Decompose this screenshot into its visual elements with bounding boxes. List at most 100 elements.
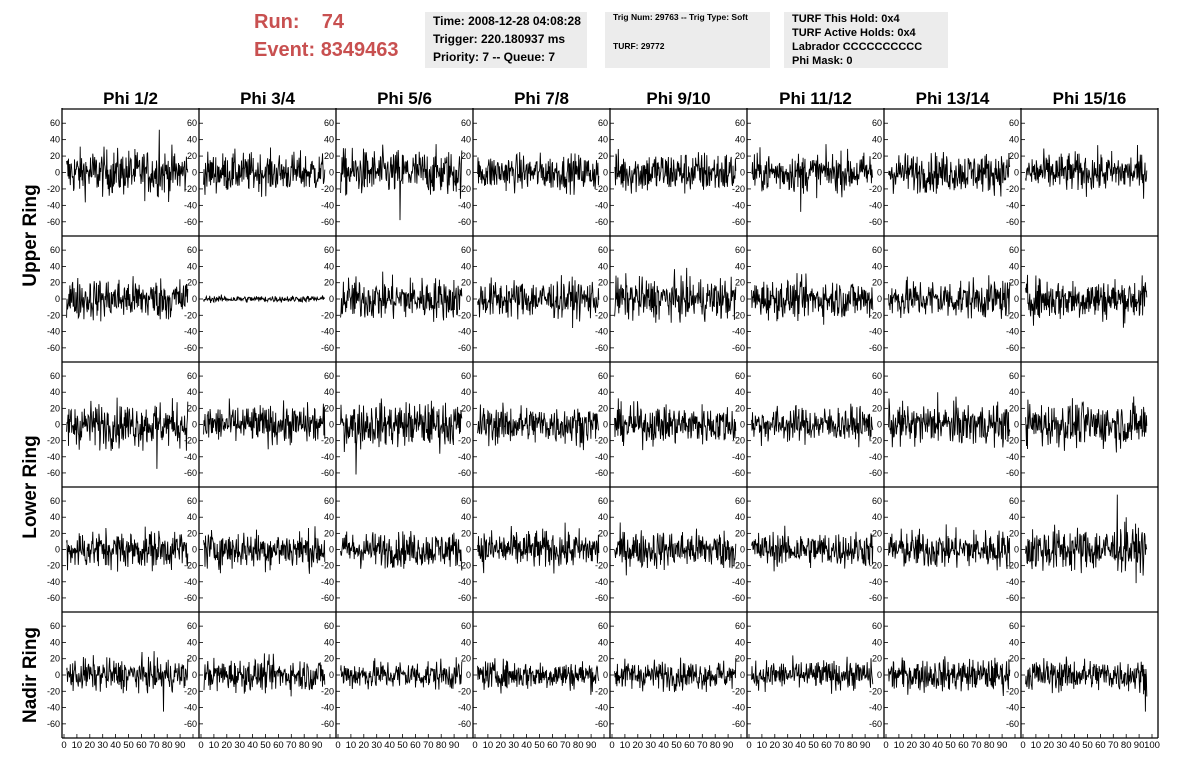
ytick-label: -40 bbox=[184, 452, 197, 462]
column-header-6: Phi 11/12 bbox=[779, 89, 852, 108]
ytick-label: 40 bbox=[1009, 135, 1019, 145]
ytick-label: 40 bbox=[872, 261, 882, 271]
xtick-label: 60 bbox=[410, 740, 421, 751]
ytick-label: 0 bbox=[466, 294, 471, 304]
ytick-label: -20 bbox=[595, 184, 608, 194]
ytick-label: 20 bbox=[598, 528, 608, 538]
ytick-label: -60 bbox=[869, 343, 882, 353]
xtick-label: 50 bbox=[123, 740, 134, 751]
xtick-label: 70 bbox=[286, 740, 297, 751]
trace-r5-c8 bbox=[1025, 656, 1148, 712]
xtick-label: 10 bbox=[72, 740, 83, 751]
ytick-label: 60 bbox=[324, 245, 334, 255]
ytick-label: 60 bbox=[187, 496, 197, 506]
ytick-label: -60 bbox=[732, 719, 745, 729]
ytick-label: 0 bbox=[466, 670, 471, 680]
trace-r5-c4 bbox=[477, 658, 600, 695]
ytick-label: 60 bbox=[50, 371, 60, 381]
ytick-label: 60 bbox=[50, 621, 60, 631]
xtick-label: 20 bbox=[222, 740, 233, 751]
ytick-label: 20 bbox=[324, 403, 334, 413]
ytick-label: 0 bbox=[329, 670, 334, 680]
ytick-label: -40 bbox=[1006, 703, 1019, 713]
ytick-label: 0 bbox=[603, 420, 608, 430]
ytick-label: 20 bbox=[598, 278, 608, 288]
trace-r4-c7 bbox=[888, 524, 1011, 571]
xtick-label: 10 bbox=[483, 740, 494, 751]
ytick-label: -40 bbox=[184, 327, 197, 337]
ytick-label: -40 bbox=[47, 327, 60, 337]
ytick-label: 0 bbox=[740, 168, 745, 178]
xtick-label: 90 bbox=[449, 740, 460, 751]
ytick-label: 20 bbox=[735, 528, 745, 538]
xtick-label: 70 bbox=[1108, 740, 1119, 751]
xtick-label: 70 bbox=[423, 740, 434, 751]
xtick-label: 0 bbox=[1020, 740, 1025, 751]
trace-r5-c5 bbox=[614, 657, 737, 693]
xtick-label: 0 bbox=[609, 740, 614, 751]
ytick-label: 60 bbox=[461, 621, 471, 631]
trace-r3-c4 bbox=[477, 402, 600, 451]
ytick-label: -60 bbox=[321, 468, 334, 478]
ytick-label: 0 bbox=[1014, 670, 1019, 680]
ytick-label: -20 bbox=[732, 561, 745, 571]
xtick-label: 90 bbox=[175, 740, 186, 751]
ytick-label: 60 bbox=[1009, 118, 1019, 128]
trace-r4-c2 bbox=[203, 526, 326, 574]
ytick-label: 60 bbox=[50, 245, 60, 255]
ytick-label: -40 bbox=[321, 452, 334, 462]
run-label: Run: bbox=[254, 11, 300, 33]
ytick-label: 20 bbox=[50, 151, 60, 161]
ytick-label: -20 bbox=[184, 310, 197, 320]
ytick-label: -20 bbox=[184, 686, 197, 696]
ytick-label: 40 bbox=[598, 261, 608, 271]
ytick-label: 20 bbox=[872, 654, 882, 664]
phi-mask-text: Phi Mask: 0 bbox=[792, 55, 853, 67]
column-header-7: Phi 13/14 bbox=[916, 89, 990, 108]
trace-r3-c3 bbox=[340, 398, 463, 475]
xtick-label: 50 bbox=[260, 740, 271, 751]
ytick-label: -40 bbox=[458, 452, 471, 462]
ytick-label: 40 bbox=[50, 135, 60, 145]
ytick-label: 20 bbox=[324, 278, 334, 288]
ytick-label: -40 bbox=[869, 577, 882, 587]
trace-r2-c8 bbox=[1025, 274, 1148, 328]
trace-r4-c3 bbox=[340, 530, 463, 571]
xtick-label: 80 bbox=[162, 740, 173, 751]
priority-text: Priority: 7 -- Queue: 7 bbox=[433, 50, 556, 64]
ytick-label: 20 bbox=[1009, 278, 1019, 288]
ytick-label: 60 bbox=[598, 118, 608, 128]
ytick-label: 0 bbox=[192, 420, 197, 430]
xtick-label: 30 bbox=[782, 740, 793, 751]
ytick-label: 40 bbox=[598, 512, 608, 522]
turf-text: TURF: 29772 bbox=[613, 41, 665, 51]
column-header-4: Phi 7/8 bbox=[514, 89, 569, 108]
ytick-label: 60 bbox=[872, 371, 882, 381]
trace-r3-c7 bbox=[888, 392, 1011, 448]
ytick-label: 40 bbox=[461, 512, 471, 522]
ytick-label: 0 bbox=[329, 420, 334, 430]
trigger-info-box: Trig Num: 29763 -- Trig Type: Soft TURF:… bbox=[605, 12, 770, 68]
ytick-label: 0 bbox=[877, 545, 882, 555]
ytick-label: 40 bbox=[324, 512, 334, 522]
ytick-label: 20 bbox=[461, 278, 471, 288]
ytick-label: -60 bbox=[869, 217, 882, 227]
ytick-label: 20 bbox=[50, 528, 60, 538]
ytick-label: -20 bbox=[1006, 436, 1019, 446]
xtick-label: 60 bbox=[1095, 740, 1106, 751]
ytick-label: -60 bbox=[595, 719, 608, 729]
ytick-label: -40 bbox=[595, 452, 608, 462]
event-value: 8349463 bbox=[320, 39, 399, 61]
ytick-label: 20 bbox=[1009, 151, 1019, 161]
xtick-label: 40 bbox=[110, 740, 121, 751]
ytick-label: -40 bbox=[321, 703, 334, 713]
ytick-label: -40 bbox=[732, 452, 745, 462]
ytick-label: -40 bbox=[458, 577, 471, 587]
xtick-label: 30 bbox=[1056, 740, 1067, 751]
ytick-label: 0 bbox=[740, 294, 745, 304]
ytick-label: 20 bbox=[735, 654, 745, 664]
trace-r1-c3 bbox=[340, 144, 463, 221]
ytick-label: -20 bbox=[321, 686, 334, 696]
ytick-label: -40 bbox=[732, 200, 745, 210]
ytick-label: -40 bbox=[732, 327, 745, 337]
